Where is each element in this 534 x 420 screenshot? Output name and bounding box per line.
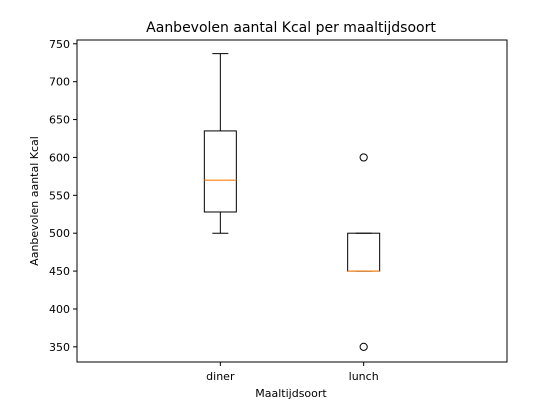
outlier-point bbox=[359, 153, 368, 162]
x-tick-label: diner bbox=[206, 370, 235, 383]
y-tick-label: 650 bbox=[49, 114, 70, 127]
y-tick-label: 700 bbox=[49, 76, 70, 89]
chart-title: Aanbevolen aantal Kcal per maaltijdsoort bbox=[146, 20, 436, 36]
outlier-point bbox=[359, 342, 368, 351]
box-iqr bbox=[203, 130, 237, 213]
x-axis-label: Maaltijdsoort bbox=[255, 387, 327, 400]
box-lunch bbox=[347, 153, 381, 351]
box-diner bbox=[203, 53, 237, 234]
x-tick-label: lunch bbox=[349, 370, 379, 383]
y-tick-label: 350 bbox=[49, 341, 70, 354]
y-tick-label: 450 bbox=[49, 265, 70, 278]
box-iqr bbox=[347, 232, 381, 272]
y-axis: 350 400 450 500 550 600 650 700 750 bbox=[49, 38, 77, 354]
boxes bbox=[203, 53, 381, 351]
y-tick-label: 500 bbox=[49, 227, 70, 240]
x-axis: diner lunch bbox=[206, 362, 379, 383]
y-tick-label: 600 bbox=[49, 151, 70, 164]
y-tick-label: 750 bbox=[49, 38, 70, 51]
y-tick-label: 550 bbox=[49, 189, 70, 202]
plot-area bbox=[76, 39, 508, 363]
y-tick-label: 400 bbox=[49, 303, 70, 316]
y-axis-label: Aanbevolen aantal Kcal bbox=[28, 136, 41, 266]
